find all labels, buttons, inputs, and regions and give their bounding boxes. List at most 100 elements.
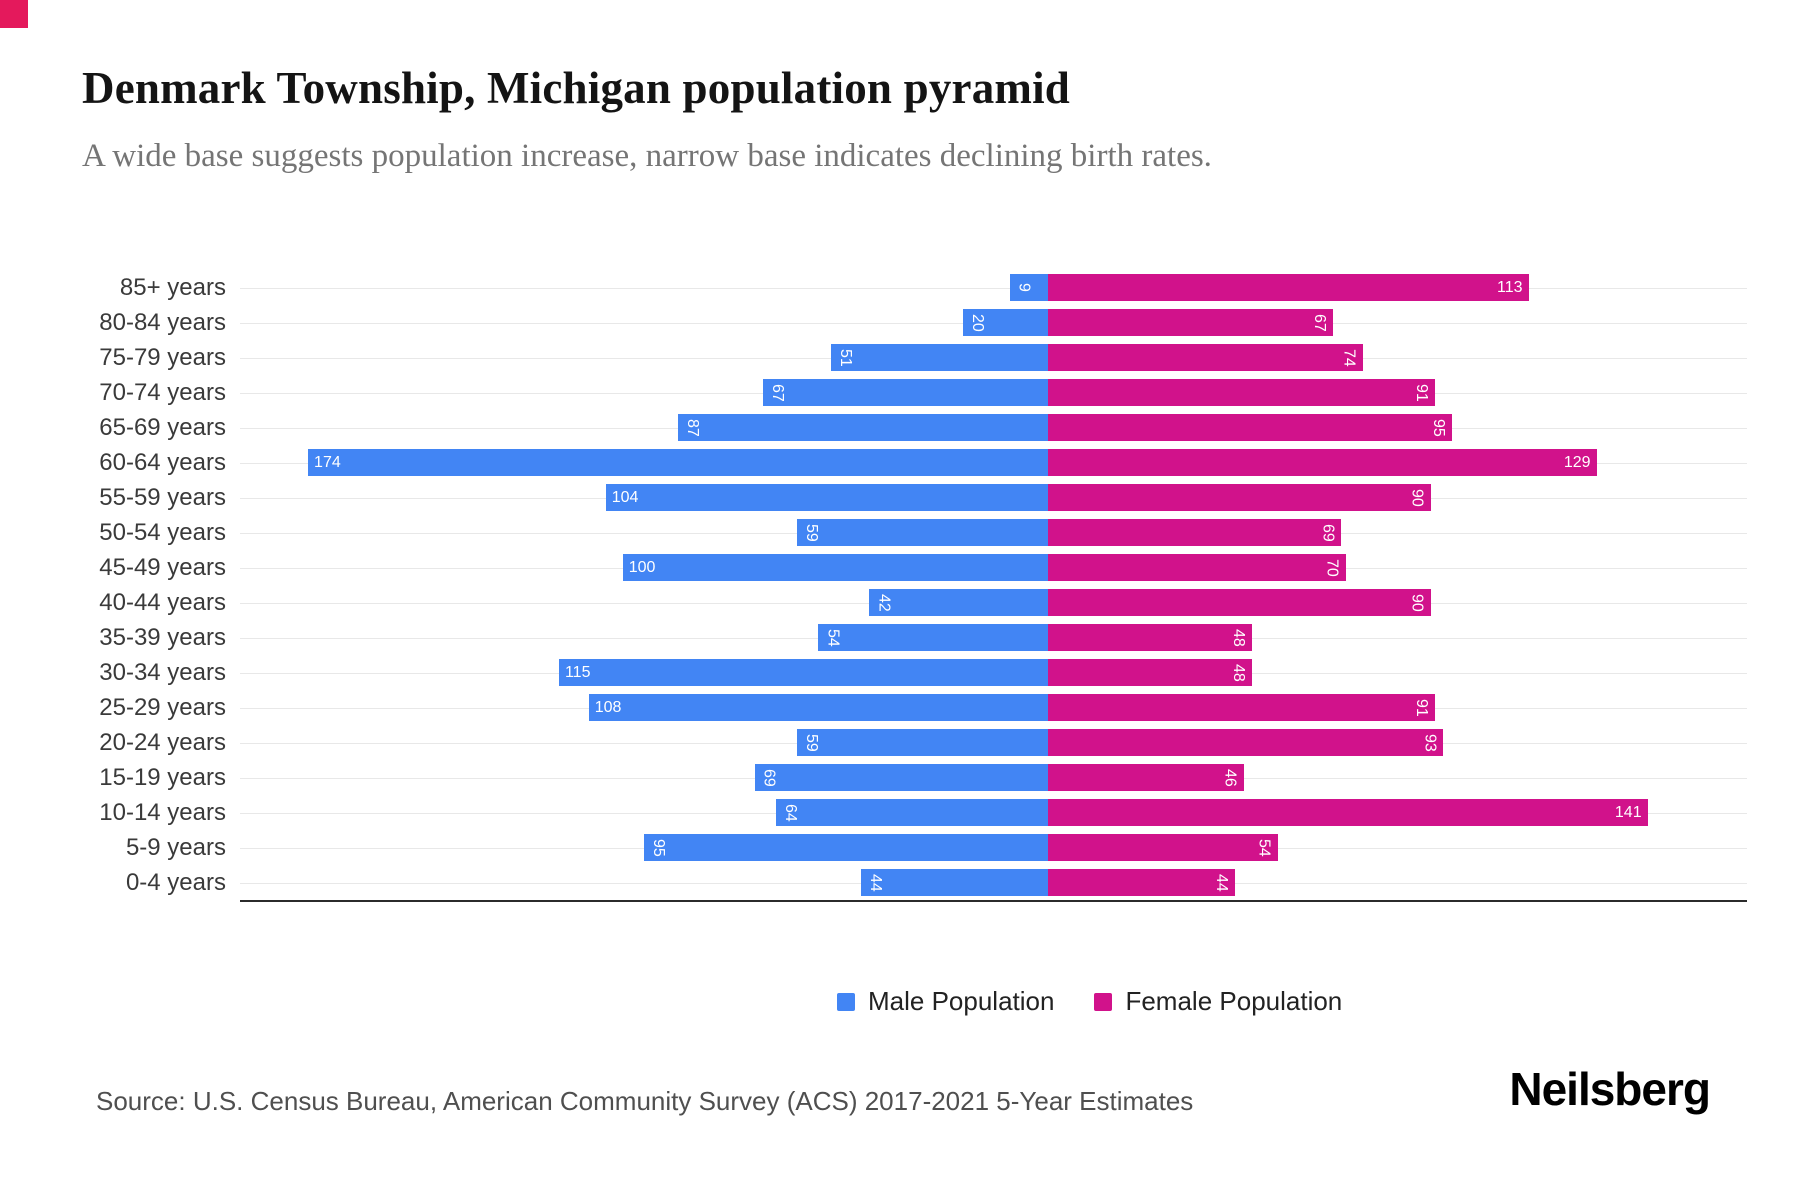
plot-cell: 87 95 <box>240 410 1747 445</box>
age-group-label: 50-54 years <box>99 518 226 546</box>
age-group-label: 25-29 years <box>99 693 226 721</box>
male-bar: 20 <box>962 309 1048 336</box>
bar-value-label: 54 <box>824 628 842 647</box>
legend-label-female: Female Population <box>1125 986 1343 1016</box>
pyramid-row: 35-39 years 54 48 <box>0 620 1747 655</box>
age-group-label: 15-19 years <box>99 763 226 791</box>
age-group-label: 40-44 years <box>99 588 226 616</box>
bar-value-label: 141 <box>1614 803 1642 821</box>
plot-cell: 20 67 <box>240 305 1747 340</box>
age-group-label: 30-34 years <box>99 658 226 686</box>
female-bar: 95 <box>1048 414 1452 441</box>
pyramid-row: 80-84 years 20 67 <box>0 305 1747 340</box>
bar-value-label: 44 <box>866 873 884 892</box>
pyramid-row: 0-4 years 44 44 <box>0 865 1747 900</box>
pyramid-row: 85+ years 9 113 <box>0 270 1747 305</box>
male-bar: 59 <box>797 729 1048 756</box>
bar-value-label: 74 <box>1340 348 1358 367</box>
plot-cell: 59 69 <box>240 515 1747 550</box>
bar-value-label: 90 <box>1408 488 1426 507</box>
female-bar: 141 <box>1048 799 1648 826</box>
bar-value-label: 20 <box>968 313 986 332</box>
male-bar: 44 <box>860 869 1048 896</box>
pyramid-row: 20-24 years 59 93 <box>0 725 1747 760</box>
age-group-label: 35-39 years <box>99 623 226 651</box>
legend-item-male[interactable]: Male Population <box>837 986 1054 1017</box>
pyramid-row: 40-44 years 42 90 <box>0 585 1747 620</box>
female-bar: 48 <box>1048 624 1253 651</box>
corner-accent <box>0 0 28 28</box>
female-bar: 44 <box>1048 869 1236 896</box>
bar-value-label: 95 <box>650 838 667 857</box>
bar-value-label: 59 <box>803 523 821 542</box>
female-bar: 113 <box>1048 274 1529 301</box>
x-axis-line <box>240 900 1747 902</box>
female-swatch <box>1094 992 1113 1011</box>
pyramid-row: 15-19 years 69 46 <box>0 760 1747 795</box>
male-bar: 54 <box>818 624 1048 651</box>
legend-label-male: Male Population <box>868 986 1055 1016</box>
bar-value-label: 100 <box>628 558 656 576</box>
female-bar: 74 <box>1048 344 1363 371</box>
plot-cell: 59 93 <box>240 725 1747 760</box>
pyramid-row: 10-14 years 64 141 <box>0 795 1747 830</box>
pyramid-row: 30-34 years 115 48 <box>0 655 1747 690</box>
pyramid-row: 55-59 years 104 90 <box>0 480 1747 515</box>
male-swatch <box>837 992 855 1011</box>
plot-cell: 69 46 <box>240 760 1747 795</box>
bar-value-label: 69 <box>1319 523 1337 542</box>
plot-cell: 108 91 <box>240 690 1747 725</box>
plot-cell: 95 54 <box>240 830 1747 865</box>
male-bar: 69 <box>754 764 1048 791</box>
male-bar: 100 <box>622 554 1048 581</box>
age-group-label: 65-69 years <box>99 413 226 441</box>
pyramid-row: 50-54 years 59 69 <box>0 515 1747 550</box>
male-bar: 108 <box>588 694 1048 721</box>
female-bar: 90 <box>1048 484 1431 511</box>
female-bar: 93 <box>1048 729 1444 756</box>
age-group-label: 85+ years <box>119 273 226 301</box>
bar-value-label: 42 <box>875 593 893 612</box>
bar-value-label: 95 <box>1430 418 1447 437</box>
legend-item-female[interactable]: Female Population <box>1094 986 1342 1017</box>
bar-value-label: 87 <box>684 418 702 437</box>
age-group-label: 45-49 years <box>99 553 226 581</box>
bar-value-label: 108 <box>594 698 622 716</box>
male-bar: 59 <box>797 519 1048 546</box>
male-bar: 42 <box>869 589 1048 616</box>
plot-cell: 100 70 <box>240 550 1747 585</box>
age-group-label: 70-74 years <box>99 378 226 406</box>
female-bar: 70 <box>1048 554 1346 581</box>
bar-value-label: 46 <box>1221 768 1239 787</box>
female-bar: 54 <box>1048 834 1278 861</box>
plot-cell: 51 74 <box>240 340 1747 375</box>
gridline <box>240 287 1747 289</box>
bar-value-label: 67 <box>769 383 787 402</box>
plot-cell: 67 91 <box>240 375 1747 410</box>
bar-value-label: 174 <box>314 453 341 471</box>
plot-cell: 115 48 <box>240 655 1747 690</box>
source-attribution: Source: U.S. Census Bureau, American Com… <box>96 1086 1194 1116</box>
plot-cell: 174 129 <box>240 445 1747 480</box>
bar-value-label: 48 <box>1230 628 1248 647</box>
female-bar: 69 <box>1048 519 1342 546</box>
plot-cell: 9 113 <box>240 270 1747 305</box>
age-group-label: 20-24 years <box>99 728 226 756</box>
bar-value-label: 90 <box>1408 593 1426 612</box>
male-bar: 95 <box>644 834 1048 861</box>
female-bar: 91 <box>1048 694 1435 721</box>
plot-cell: 54 48 <box>240 620 1747 655</box>
male-bar: 64 <box>775 799 1048 826</box>
pyramid-row: 60-64 years 174 129 <box>0 445 1747 480</box>
female-bar: 46 <box>1048 764 1244 791</box>
plot-cell: 44 44 <box>240 865 1747 900</box>
bar-value-label: 64 <box>781 803 799 822</box>
age-group-label: 75-79 years <box>99 343 226 371</box>
neilsberg-logo: Neilsberg <box>1509 1063 1711 1115</box>
bar-value-label: 93 <box>1421 733 1439 752</box>
pyramid-row: 5-9 years 95 54 <box>0 830 1747 865</box>
pyramid-row: 75-79 years 51 74 <box>0 340 1747 375</box>
bar-value-label: 115 <box>564 663 591 681</box>
bar-value-label: 54 <box>1255 838 1273 857</box>
pyramid-row: 25-29 years 108 91 <box>0 690 1747 725</box>
